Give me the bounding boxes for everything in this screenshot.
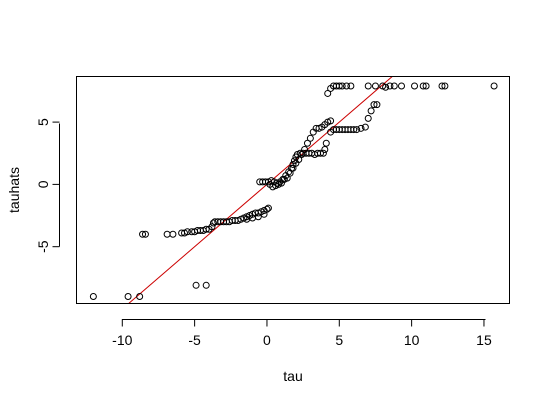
data-point	[347, 82, 355, 90]
data-point	[422, 82, 430, 90]
data-point	[141, 230, 149, 238]
data-point	[208, 223, 216, 231]
y-tick-label: 5	[35, 118, 51, 126]
data-point	[364, 114, 372, 122]
data-point	[295, 155, 303, 163]
data-point	[283, 174, 291, 182]
data-point	[136, 293, 144, 301]
x-tick-label: -5	[188, 332, 201, 348]
data-point	[254, 213, 262, 221]
x-tick-label: 5	[335, 332, 343, 348]
data-point	[289, 164, 297, 172]
x-axis: -10 -5 0 5 10 15	[112, 319, 492, 348]
data-point	[202, 225, 210, 233]
data-point	[202, 281, 210, 289]
data-point	[343, 82, 351, 90]
data-point	[169, 230, 177, 238]
data-point	[319, 149, 327, 157]
data-point	[367, 107, 375, 115]
y-axis: -5 0 5	[35, 118, 60, 253]
data-point	[139, 230, 147, 238]
x-tick-label: 10	[404, 332, 420, 348]
data-point	[322, 139, 330, 147]
data-point	[438, 82, 446, 90]
data-point	[286, 169, 294, 177]
data-point	[370, 101, 378, 109]
x-tick-label: -10	[112, 332, 132, 348]
data-point	[361, 123, 369, 131]
data-point	[324, 89, 332, 97]
data-point	[373, 101, 381, 109]
data-point	[490, 82, 498, 90]
y-axis-label: tauhats	[6, 167, 22, 213]
data-point	[353, 126, 361, 134]
data-points	[89, 82, 498, 301]
data-point	[364, 82, 372, 90]
data-point	[163, 230, 171, 238]
x-tick-label: 0	[263, 332, 271, 348]
data-point	[398, 82, 405, 90]
data-point	[327, 117, 335, 125]
data-point	[260, 210, 268, 218]
data-point	[209, 219, 217, 227]
data-point	[441, 82, 449, 90]
data-point	[301, 146, 309, 154]
data-point	[183, 228, 191, 236]
x-tick-label: 15	[476, 332, 492, 348]
data-point	[303, 139, 311, 147]
plot-frame	[76, 76, 510, 304]
data-point	[321, 146, 329, 154]
data-point	[411, 82, 419, 90]
data-point	[124, 293, 132, 301]
data-point	[350, 126, 358, 134]
data-point	[386, 82, 394, 90]
data-point	[371, 82, 379, 90]
x-axis-label: tau	[283, 368, 302, 384]
y-tick-label: 0	[35, 180, 51, 188]
data-point	[298, 150, 306, 158]
data-point	[263, 205, 271, 213]
y-tick-label: -5	[35, 240, 51, 253]
x-ticks: -10 -5 0 5 10 15	[112, 319, 492, 348]
data-point	[264, 204, 272, 212]
data-point	[338, 82, 346, 90]
data-point	[306, 134, 314, 142]
data-point	[335, 82, 343, 90]
data-point	[192, 281, 200, 289]
data-point	[419, 82, 427, 90]
data-point	[357, 124, 365, 132]
data-point	[89, 293, 97, 301]
y-ticks: -5 0 5	[35, 118, 60, 253]
data-point	[316, 149, 324, 157]
data-point	[390, 82, 398, 90]
data-point	[382, 83, 390, 91]
